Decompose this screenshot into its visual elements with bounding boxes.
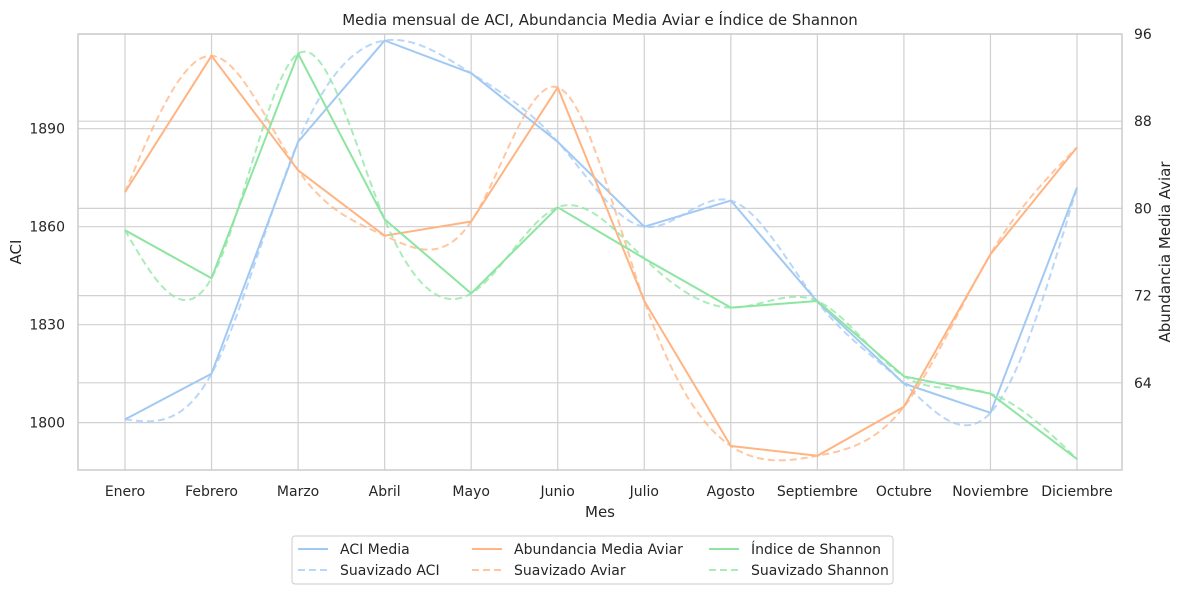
- legend-label: Índice de Shannon: [751, 541, 881, 558]
- legend: ACI Media Suavizado ACI Abundancia Media A…: [291, 535, 894, 585]
- series-line-suavizado-aci: [124, 38, 1078, 427]
- plot-frame: [77, 33, 1123, 471]
- y-left-tick-label: 1860: [29, 220, 65, 236]
- plot-area-border: [77, 33, 1123, 471]
- series-line-aci-media: [124, 39, 1078, 421]
- series-line-indice-de-shannon: [124, 52, 1078, 460]
- y-right-tick-label: 80: [1134, 201, 1152, 217]
- x-tick-label: Octubre: [876, 484, 932, 500]
- series-lines: [124, 38, 1078, 462]
- x-tick-label: Noviembre: [952, 484, 1028, 500]
- x-tick-labels: Enero Febrero Marzo Abril Mayo Junio Julio Agos…: [105, 484, 1113, 500]
- y-right-axis-title: Abundancia Media Aviar: [1156, 161, 1174, 343]
- legend-label: ACI Media: [340, 542, 410, 558]
- legend-label: Suavizado Shannon: [751, 563, 889, 579]
- x-tick-label: Junio: [540, 484, 575, 500]
- x-tick-label: Septiembre: [777, 484, 858, 500]
- y-right-tick-label: 96: [1134, 27, 1152, 43]
- x-tick-label: Mayo: [452, 484, 490, 500]
- x-tick-label: Marzo: [277, 484, 319, 500]
- y-left-axis-title: ACI: [7, 240, 25, 265]
- legend-label: Suavizado Aviar: [514, 563, 626, 579]
- x-axis-title: Mes: [585, 503, 615, 521]
- legend-box: [291, 535, 894, 585]
- y-left-tick-label: 1800: [29, 416, 65, 432]
- y-right-tick-label: 72: [1134, 289, 1152, 305]
- x-tick-label: Julio: [629, 484, 659, 500]
- y-left-tick-label: 1830: [29, 318, 65, 334]
- legend-label: Suavizado ACI: [340, 563, 440, 579]
- chart-title: Media mensual de ACI, Abundancia Media A…: [342, 10, 858, 29]
- y-right-tick-labels: 64 72 80 88 96: [1134, 27, 1152, 392]
- legend-label: Abundancia Media Aviar: [514, 542, 683, 558]
- x-tick-label: Abril: [369, 484, 401, 500]
- grid-lines: [78, 33, 1122, 470]
- y-left-tick-labels: 1800 1830 1860 1890: [29, 122, 65, 432]
- x-tick-label: Enero: [105, 484, 145, 500]
- series-line-abundancia-media-aviar: [124, 54, 1078, 457]
- x-tick-label: Agosto: [707, 484, 755, 500]
- y-right-tick-label: 64: [1134, 376, 1152, 392]
- y-left-tick-label: 1890: [29, 122, 65, 138]
- x-tick-label: Febrero: [185, 484, 238, 500]
- x-tick-label: Diciembre: [1041, 484, 1112, 500]
- y-right-tick-label: 88: [1134, 114, 1152, 130]
- series-line-suavizado-aviar: [124, 54, 1078, 462]
- series-line-suavizado-shannon: [124, 50, 1078, 460]
